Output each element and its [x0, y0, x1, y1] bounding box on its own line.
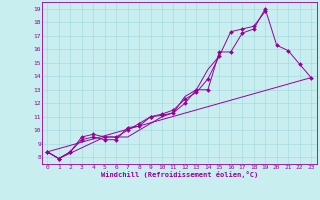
X-axis label: Windchill (Refroidissement éolien,°C): Windchill (Refroidissement éolien,°C) — [100, 171, 258, 178]
